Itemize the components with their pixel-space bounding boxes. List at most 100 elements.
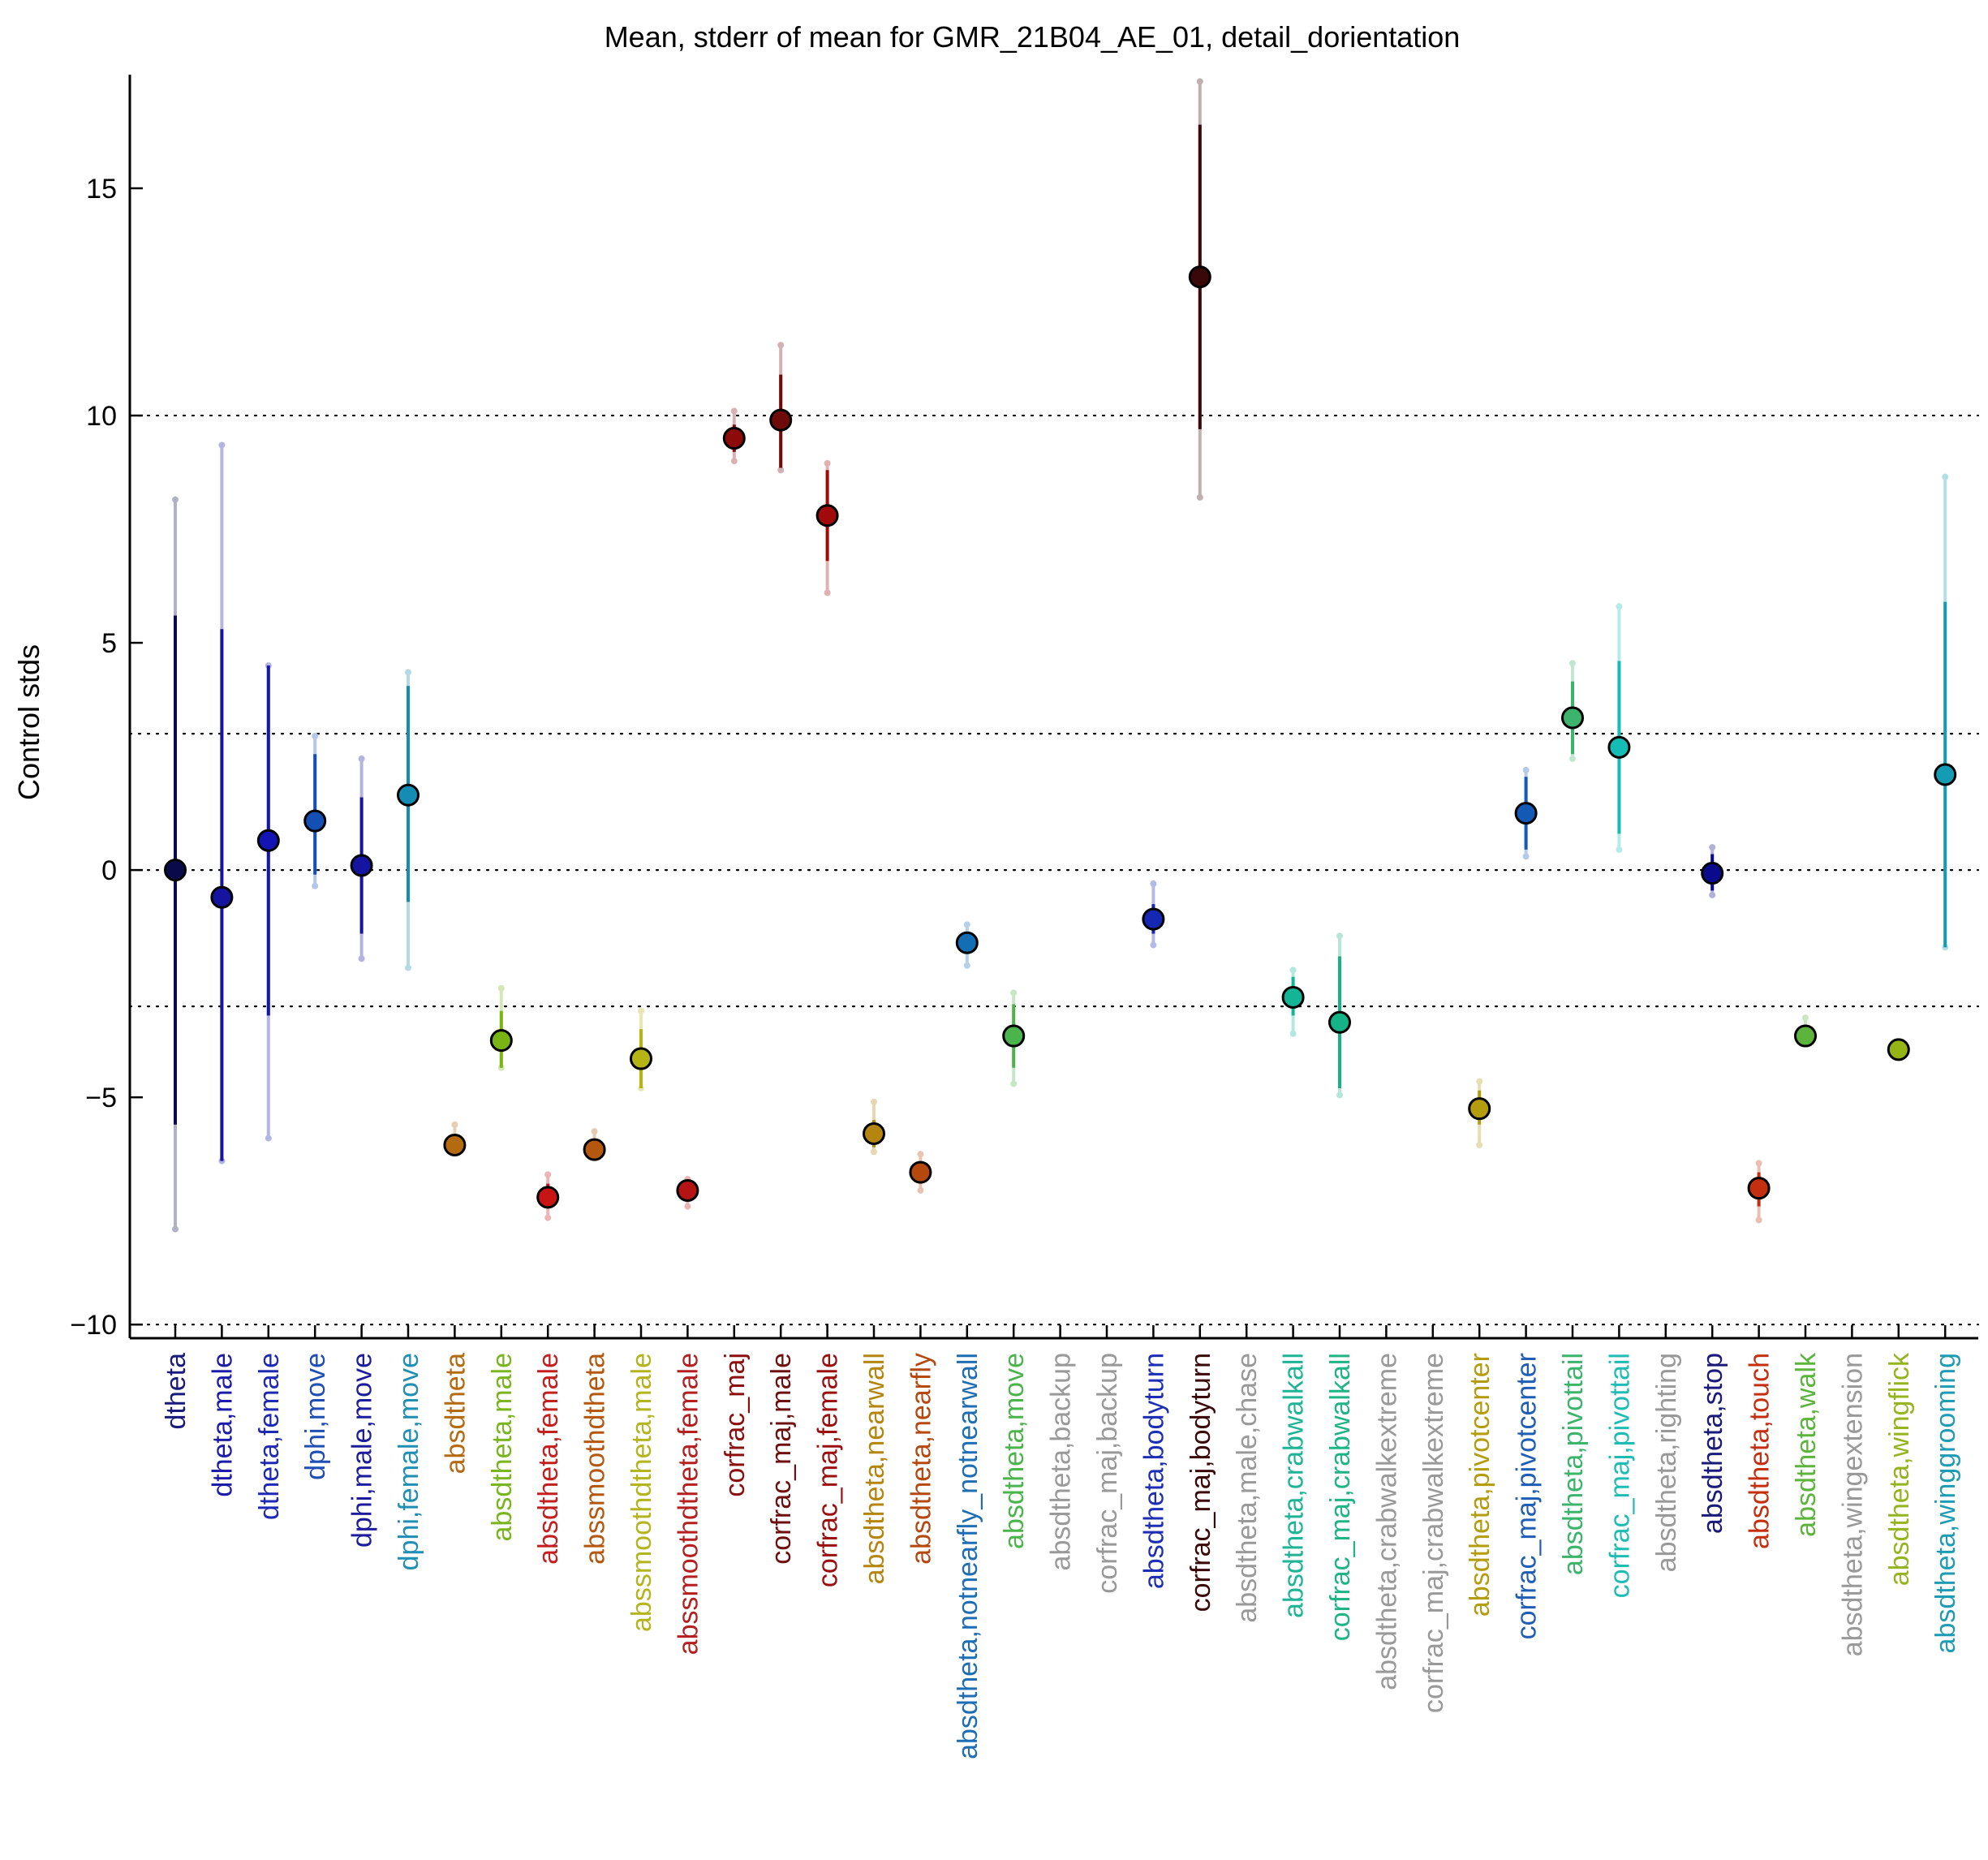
outer-error-cap [1010, 1080, 1018, 1087]
outer-error-cap [405, 669, 411, 676]
mean-marker [256, 829, 280, 852]
mean-marker [1281, 985, 1305, 1009]
outer-error-cap [497, 984, 505, 992]
outer-error-cap [1336, 1091, 1343, 1099]
outer-error-cap [172, 1225, 179, 1233]
outer-error-cap [963, 962, 970, 969]
outer-error-cap [1336, 932, 1343, 940]
x-tick-label: abssmoothdtheta,female [673, 1353, 704, 1655]
outer-error-cap [917, 1186, 924, 1194]
outer-error-cap [1196, 78, 1203, 85]
chart-title: Mean, stderr of mean for GMR_21B04_AE_01… [605, 20, 1461, 54]
axes [128, 75, 1978, 1340]
mean-marker [1887, 1038, 1910, 1061]
outer-error-cap [1569, 660, 1576, 667]
outer-error-cap [777, 342, 785, 349]
x-tick-label: absdtheta,backup [1046, 1353, 1077, 1570]
x-tick-label: absdtheta,stop [1698, 1353, 1728, 1534]
outer-error-cap [1942, 473, 1949, 480]
outer-error-cap [1196, 493, 1203, 501]
outer-error-cap [312, 732, 319, 739]
mean-marker [1188, 265, 1211, 289]
x-tick-label: dtheta,male [207, 1353, 238, 1497]
outer-error-cap [917, 1151, 924, 1158]
outer-error-cap [1522, 853, 1530, 860]
x-tick-label: abssmoothdtheta [580, 1353, 611, 1565]
mean-marker [676, 1178, 699, 1202]
outer-error-cap [1289, 1030, 1297, 1037]
x-tick-label: corfrac_maj,pivotcenter [1512, 1353, 1543, 1639]
mean-marker [489, 1029, 513, 1053]
mean-marker [536, 1186, 560, 1209]
outer-error-cap [1150, 880, 1157, 887]
outer-error-cap [544, 1214, 552, 1221]
mean-marker [1607, 735, 1631, 759]
x-tick-label: absdtheta,bodyturn [1138, 1353, 1169, 1589]
x-tick-label: corfrac_maj,crabwalkall [1325, 1353, 1356, 1641]
mean-marker [722, 427, 746, 450]
outer-error-cap [1709, 891, 1716, 898]
mean-marker [350, 854, 373, 877]
mean-marker [1514, 802, 1538, 825]
outer-error-cap [1616, 603, 1623, 610]
x-tick-label: corfrac_maj,bodyturn [1185, 1353, 1216, 1612]
y-tick-label: −10 [70, 1310, 117, 1341]
y-ticks: 15 10 5 0 −5 −10 [70, 174, 143, 1341]
mean-marker [1328, 1010, 1351, 1034]
x-tick-label: corfrac_maj [720, 1353, 751, 1497]
x-tick-label: absdtheta,crabwalkextreme [1371, 1353, 1402, 1690]
y-tick-label: 10 [86, 401, 117, 432]
outer-error-cap [312, 882, 319, 889]
x-tick-label: absdtheta,notnearfly_notnearwall [953, 1353, 983, 1759]
outer-error-cap [730, 407, 738, 415]
x-tick-label: absdtheta,crabwalkall [1279, 1353, 1310, 1618]
outer-error-cap [777, 467, 785, 474]
outer-error-cap [1755, 1216, 1762, 1224]
y-tick-label: −5 [85, 1083, 117, 1113]
mean-marker [1561, 706, 1584, 730]
outer-error-cap [591, 1128, 598, 1135]
x-tick-label: corfrac_maj,male [766, 1353, 797, 1565]
x-tick-label: absdtheta,male,chase [1232, 1353, 1263, 1623]
outer-error-cap [638, 1007, 644, 1014]
mean-marker [1002, 1024, 1026, 1048]
outer-error-cap [358, 755, 365, 762]
outer-error-cap [1709, 844, 1716, 851]
outer-error-cap [1476, 1078, 1483, 1085]
mean-marker [815, 504, 839, 527]
x-tick-label: dphi,move [300, 1353, 331, 1480]
y-axis-label: Control stds [12, 644, 45, 800]
outer-error-cap [1476, 1141, 1483, 1148]
mean-marker [630, 1047, 652, 1070]
x-tick-label: dtheta [161, 1353, 191, 1430]
x-tick-label: dphi,female,move [394, 1353, 424, 1570]
mean-marker [769, 408, 793, 432]
x-tick-label: corfrac_maj,female [813, 1353, 844, 1587]
outer-error-cap [218, 441, 226, 449]
outer-error-cap [824, 459, 831, 467]
x-tick-label: absdtheta,righting [1651, 1353, 1682, 1572]
outer-error-cap [871, 1098, 877, 1105]
outer-error-cap [963, 921, 970, 928]
outer-error-cap [1289, 967, 1297, 974]
x-tick-label: absdtheta,nearwall [859, 1353, 890, 1584]
outer-error-cap [730, 458, 738, 465]
mean-marker [1142, 907, 1165, 931]
x-tick-label: dtheta,female [254, 1353, 285, 1520]
outer-error-cap [544, 1171, 552, 1178]
mean-marker [863, 1122, 885, 1145]
outer-error-cap [405, 964, 411, 971]
x-tick-label: absdtheta [440, 1353, 471, 1474]
x-tick-label: absdtheta,wingflick [1884, 1352, 1915, 1586]
x-tick-label: corfrac_maj,backup [1092, 1353, 1123, 1594]
x-tick-label: absdtheta,male [487, 1353, 518, 1542]
mean-marker [1794, 1024, 1817, 1048]
outer-error-cap [265, 1135, 272, 1142]
x-tick-label: absdtheta,female [533, 1353, 564, 1565]
outer-error-cap [1616, 846, 1623, 853]
outer-error-cap [684, 1203, 691, 1210]
outer-error-cap [871, 1148, 877, 1156]
data-marks [164, 78, 1957, 1233]
mean-marker [443, 1133, 467, 1156]
